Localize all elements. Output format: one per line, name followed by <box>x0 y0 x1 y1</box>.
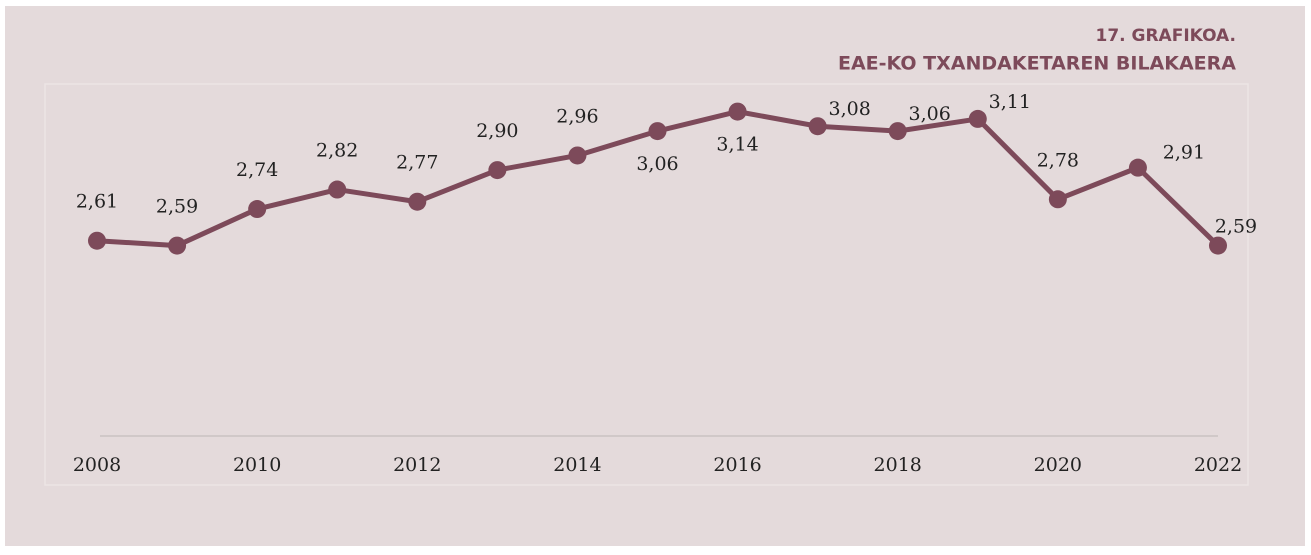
data-label: 2,74 <box>236 159 278 181</box>
data-label: 2,77 <box>396 152 438 174</box>
x-tick-label: 2018 <box>874 454 922 476</box>
data-label: 3,11 <box>989 91 1031 113</box>
x-tick-label: 2012 <box>393 454 441 476</box>
x-tick-label: 2010 <box>233 454 281 476</box>
chart-title: 17. GRAFIKOA. <box>1095 26 1236 46</box>
marker <box>1048 190 1067 209</box>
marker <box>328 180 347 199</box>
data-label: 2,61 <box>76 191 118 213</box>
marker <box>568 146 587 165</box>
data-label: 2,82 <box>316 140 358 162</box>
x-tick-label: 2014 <box>553 454 601 476</box>
data-label: 3,06 <box>636 153 678 175</box>
x-tick-label: 2020 <box>1034 454 1082 476</box>
marker <box>808 117 827 136</box>
marker <box>408 192 427 211</box>
data-label: 2,59 <box>1215 216 1257 238</box>
x-tick-label: 2016 <box>713 454 761 476</box>
data-label: 2,96 <box>556 105 598 127</box>
chart-subtitle: EAE-KO TXANDAKETAREN BILAKAERA <box>838 53 1236 75</box>
marker <box>888 122 907 141</box>
data-label: 3,14 <box>716 134 758 156</box>
x-tick-label: 2008 <box>73 454 121 476</box>
x-tick-label: 2022 <box>1194 454 1242 476</box>
marker <box>168 236 187 255</box>
data-label: 2,91 <box>1163 142 1205 164</box>
marker <box>88 231 106 250</box>
marker <box>728 102 747 121</box>
data-label: 2,78 <box>1037 149 1079 171</box>
data-label: 3,08 <box>828 98 870 120</box>
data-label: 2,59 <box>156 196 198 218</box>
marker <box>488 161 507 180</box>
marker <box>248 200 267 219</box>
marker <box>1128 158 1147 177</box>
marker <box>1209 236 1227 255</box>
marker <box>648 122 667 141</box>
data-label: 3,06 <box>909 103 951 125</box>
plot-area <box>44 83 1249 486</box>
marker <box>968 109 987 128</box>
data-label: 2,90 <box>476 120 518 142</box>
